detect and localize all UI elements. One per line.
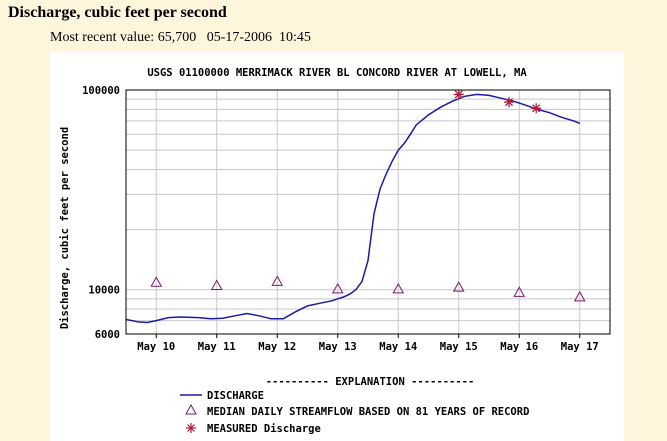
y-tick-label: 10000 [88,285,120,297]
legend-measured-label: MEASURED Discharge [207,423,321,435]
measured-marker [503,97,514,108]
median-marker [210,279,223,290]
measured-marker [453,89,464,100]
y-axis-label: Discharge, cubic feet per second [59,127,71,329]
recent-time: 10:45 [279,30,311,45]
discharge-line [125,93,581,324]
discharge-chart: USGS 01100000 MERRIMACK RIVER BL CONCORD… [59,67,611,435]
x-tick-label: May 11 [198,341,236,353]
median-marker [271,275,284,286]
plot-frame [125,89,611,335]
y-tick-label: 100000 [82,85,120,97]
legend-discharge-label: DISCHARGE [207,390,264,402]
chart-panel: USGS 01100000 MERRIMACK RIVER BL CONCORD… [50,52,624,441]
chart-title: USGS 01100000 MERRIMACK RIVER BL CONCORD… [147,67,527,79]
median-marker [331,282,344,294]
legend-title: ---------- EXPLANATION ---------- [266,376,475,388]
x-tick-label: May 10 [137,341,175,353]
y-tick-label: 6000 [95,329,120,341]
data-series [125,89,586,324]
x-tick-label: May 14 [379,341,417,353]
x-tick-label: May 15 [440,341,478,353]
x-tick-label: May 13 [319,341,357,353]
legend-median-label: MEDIAN DAILY STREAMFLOW BASED ON 81 YEAR… [207,406,529,418]
recent-date: 05-17-2006 [206,30,273,45]
measured-marker [531,103,542,114]
legend-star-icon [186,423,196,433]
recent-value: 65,700 [157,30,197,45]
median-marker [513,286,526,297]
median-marker [150,276,163,287]
median-marker [452,281,465,292]
page-heading: Discharge, cubic feet per second [8,4,227,21]
x-tick-labels: May 10 May 11 May 12 May 13 May 14 May 15 May … [137,334,599,353]
y-tick-labels: 100000 10000 6000 [82,85,120,341]
most-recent-value: Most recent value: 65,700 05-17-2006 10:… [50,30,311,46]
median-marker [573,290,586,302]
median-marker [392,282,405,294]
legend-triangle-icon [185,403,197,415]
recent-label: Most recent value: [50,30,155,45]
x-tick-label: May 12 [258,341,296,353]
x-tick-label: May 16 [500,341,538,353]
grid-lines [126,90,610,335]
x-tick-label: May 17 [561,341,599,353]
